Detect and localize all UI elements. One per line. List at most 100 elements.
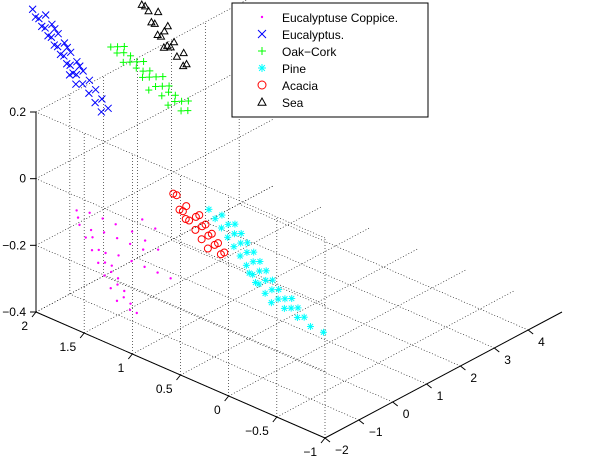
data-point bbox=[162, 41, 172, 49]
data-point bbox=[63, 43, 72, 52]
data-point bbox=[237, 229, 245, 237]
data-point bbox=[50, 24, 59, 33]
data-point bbox=[97, 108, 106, 116]
legend-label: Sea bbox=[282, 96, 304, 110]
data-point bbox=[41, 11, 50, 19]
data-point bbox=[237, 239, 245, 247]
data-point bbox=[231, 220, 239, 228]
data-point bbox=[224, 220, 232, 228]
data-point bbox=[261, 289, 269, 297]
series-2 bbox=[107, 42, 192, 115]
floor-grid-line-x bbox=[69, 293, 359, 421]
data-point bbox=[195, 211, 204, 220]
data-point bbox=[31, 13, 40, 21]
data-point bbox=[156, 271, 159, 274]
floor-grid-line-x bbox=[239, 203, 529, 331]
y-tick-label: −0.5 bbox=[245, 424, 269, 438]
data-point bbox=[182, 202, 191, 211]
data-point bbox=[109, 287, 112, 290]
data-point bbox=[178, 61, 188, 70]
data-point bbox=[164, 101, 172, 109]
data-point bbox=[205, 205, 213, 213]
legend-label: Eucalyptus. bbox=[282, 28, 344, 42]
data-point bbox=[54, 29, 63, 38]
floor-grid-line-x bbox=[137, 257, 427, 385]
data-point bbox=[230, 243, 238, 251]
data-point bbox=[153, 30, 162, 39]
data-point bbox=[236, 252, 244, 260]
legend-marker bbox=[257, 80, 267, 90]
data-point bbox=[249, 258, 257, 266]
y-tick-mark bbox=[31, 311, 37, 318]
x-tick-mark bbox=[527, 329, 534, 335]
data-point bbox=[62, 59, 71, 68]
data-point bbox=[184, 97, 192, 105]
data-point bbox=[113, 49, 121, 57]
legend-label: Pine bbox=[282, 62, 306, 76]
left-wall-grid-z bbox=[35, 111, 326, 239]
data-point bbox=[56, 50, 65, 59]
data-point bbox=[319, 328, 327, 336]
data-point bbox=[75, 62, 84, 70]
data-point bbox=[137, 0, 147, 8]
floor-grid-line-y bbox=[228, 269, 466, 397]
data-point bbox=[172, 191, 181, 200]
data-point bbox=[85, 76, 94, 85]
x-tick-mark bbox=[392, 401, 399, 407]
legend-box bbox=[231, 2, 429, 118]
data-point bbox=[169, 37, 179, 46]
floor-grid-line-x bbox=[103, 275, 393, 403]
legend-marker bbox=[257, 29, 267, 39]
data-point bbox=[201, 220, 210, 229]
axes-layer bbox=[30, 111, 563, 444]
y-tick-label: 1.5 bbox=[59, 340, 76, 354]
series-0 bbox=[75, 209, 172, 315]
data-point bbox=[117, 254, 120, 257]
data-point bbox=[306, 323, 314, 331]
legend: Eucalyptuse Coppice. Eucalyptus. Oak−Cork P… bbox=[231, 2, 429, 118]
data-point bbox=[107, 43, 115, 51]
data-point bbox=[50, 41, 59, 49]
y-tick-mark bbox=[79, 332, 85, 339]
data-point bbox=[120, 49, 128, 57]
data-point bbox=[175, 205, 184, 214]
data-point bbox=[156, 248, 160, 251]
data-point bbox=[159, 42, 169, 51]
data-point bbox=[207, 229, 216, 238]
data-point bbox=[127, 52, 135, 60]
data-point bbox=[243, 248, 251, 256]
x-tick-label: −2 bbox=[335, 443, 349, 456]
data-point bbox=[97, 261, 100, 265]
data-point bbox=[146, 67, 154, 75]
data-point bbox=[252, 278, 260, 286]
data-point bbox=[165, 82, 173, 90]
data-point bbox=[181, 215, 190, 223]
data-point bbox=[255, 267, 263, 275]
data-point bbox=[139, 67, 147, 75]
data-point bbox=[89, 228, 93, 232]
z-tick-label: −0.2 bbox=[2, 238, 26, 252]
x-tick-mark bbox=[358, 419, 365, 425]
data-point bbox=[242, 261, 250, 269]
data-point bbox=[218, 211, 226, 219]
data-point bbox=[274, 295, 282, 303]
data-point bbox=[65, 71, 74, 79]
data-point bbox=[169, 277, 172, 280]
data-point bbox=[123, 289, 126, 293]
data-point bbox=[256, 257, 264, 265]
data-point bbox=[140, 58, 148, 66]
data-point bbox=[126, 58, 134, 66]
data-point bbox=[143, 239, 147, 242]
data-point bbox=[268, 276, 276, 284]
data-point bbox=[152, 73, 160, 81]
data-point bbox=[104, 251, 107, 255]
data-point bbox=[245, 269, 253, 277]
data-point bbox=[165, 88, 173, 96]
data-point bbox=[122, 296, 125, 299]
data-point bbox=[114, 43, 122, 51]
data-point bbox=[230, 230, 238, 238]
data-point bbox=[293, 313, 301, 321]
data-point bbox=[66, 48, 75, 57]
x-tick-label: 3 bbox=[504, 353, 511, 367]
